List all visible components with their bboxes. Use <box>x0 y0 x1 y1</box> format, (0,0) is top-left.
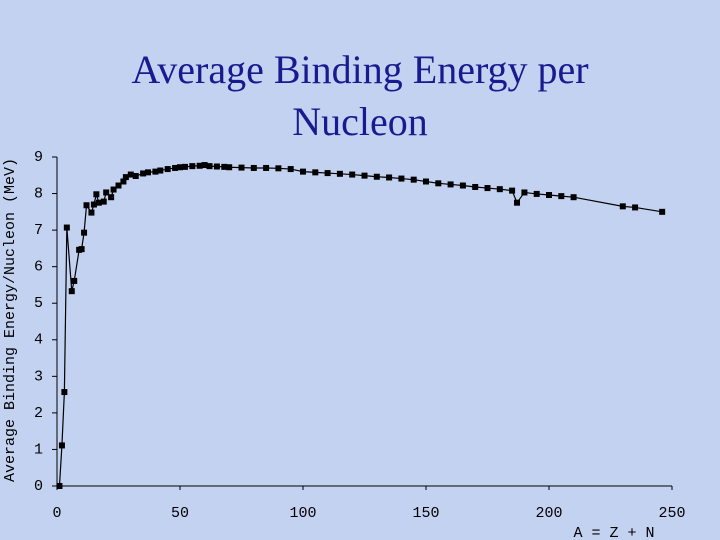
data-point <box>521 189 528 196</box>
data-point <box>226 164 233 171</box>
data-point <box>472 183 479 190</box>
data-point <box>83 202 90 209</box>
data-point <box>558 193 565 200</box>
data-point <box>619 203 626 210</box>
data-point <box>68 288 75 295</box>
data-point <box>115 182 122 189</box>
data-point <box>63 224 70 231</box>
data-point <box>423 178 429 185</box>
data-point <box>324 170 331 177</box>
y-tick-label: 9 <box>34 149 43 166</box>
y-tick-label: 5 <box>34 295 43 312</box>
y-tick-label: 7 <box>34 222 43 239</box>
data-point <box>95 199 102 206</box>
data-point <box>361 172 368 179</box>
data-point <box>496 186 503 193</box>
data-point <box>221 163 228 170</box>
data-point <box>164 166 171 173</box>
data-point <box>514 199 521 206</box>
data-point <box>213 163 220 170</box>
data-point <box>61 389 68 396</box>
data-point <box>108 194 115 201</box>
data-point <box>140 170 147 177</box>
data-point <box>157 167 164 174</box>
data-point <box>435 180 442 187</box>
data-point <box>93 191 100 198</box>
data-point <box>410 176 417 183</box>
data-point <box>206 163 213 170</box>
data-point <box>58 442 65 449</box>
data-point <box>300 168 306 175</box>
data-point <box>145 169 152 176</box>
data-point <box>120 178 127 185</box>
x-tick-label: 0 <box>52 505 61 522</box>
data-point <box>88 209 95 216</box>
data-point <box>349 171 356 178</box>
data-line <box>58 164 663 487</box>
y-tick-label: 6 <box>34 259 43 276</box>
data-point <box>263 164 270 171</box>
data-point <box>132 173 139 180</box>
x-tick-label: 250 <box>658 505 685 522</box>
data-point <box>181 163 188 170</box>
data-point <box>373 173 380 180</box>
x-tick-label: 150 <box>412 505 439 522</box>
x-axis-label: A = Z + N <box>573 525 654 540</box>
data-point <box>81 229 88 236</box>
data-point <box>570 194 577 201</box>
data-point <box>100 198 107 205</box>
data-point <box>71 277 78 284</box>
data-point <box>509 187 516 194</box>
data-point <box>103 189 110 196</box>
data-point <box>152 168 159 175</box>
chart-title: Average Binding Energy per Nucleon <box>131 47 589 144</box>
data-point <box>127 171 134 178</box>
data-point <box>533 190 540 197</box>
data-point <box>122 174 129 181</box>
data-point <box>287 166 294 173</box>
data-point <box>110 186 117 193</box>
data-point <box>177 164 183 171</box>
data-point <box>459 182 466 189</box>
data-point <box>484 185 491 192</box>
data-point <box>447 181 454 188</box>
y-tick-label: 1 <box>34 441 43 458</box>
x-tick-label: 100 <box>289 505 316 522</box>
data-point <box>546 192 552 199</box>
y-tick-label: 2 <box>34 405 43 422</box>
y-tick-label: 8 <box>34 186 43 203</box>
data-point <box>189 163 196 170</box>
data-point <box>312 169 319 176</box>
data-point <box>196 162 203 169</box>
data-point <box>659 208 666 215</box>
y-axis-label: Average Binding Energy/Nucleon (MeV) <box>2 158 19 482</box>
data-point <box>56 483 63 489</box>
data-point <box>90 201 97 208</box>
y-tick-label: 3 <box>34 368 43 385</box>
y-tick-label: 0 <box>34 478 43 495</box>
data-point <box>275 165 282 172</box>
data-point <box>250 164 257 171</box>
data-point <box>172 164 179 171</box>
data-point <box>201 162 208 169</box>
data-point <box>238 164 245 171</box>
x-tick-label: 50 <box>171 505 189 522</box>
data-point <box>398 175 405 182</box>
data-point <box>336 170 343 177</box>
y-tick-label: 4 <box>34 332 43 349</box>
x-tick-label: 200 <box>535 505 562 522</box>
data-point <box>632 204 639 211</box>
data-point <box>78 246 85 253</box>
data-point <box>386 174 393 181</box>
